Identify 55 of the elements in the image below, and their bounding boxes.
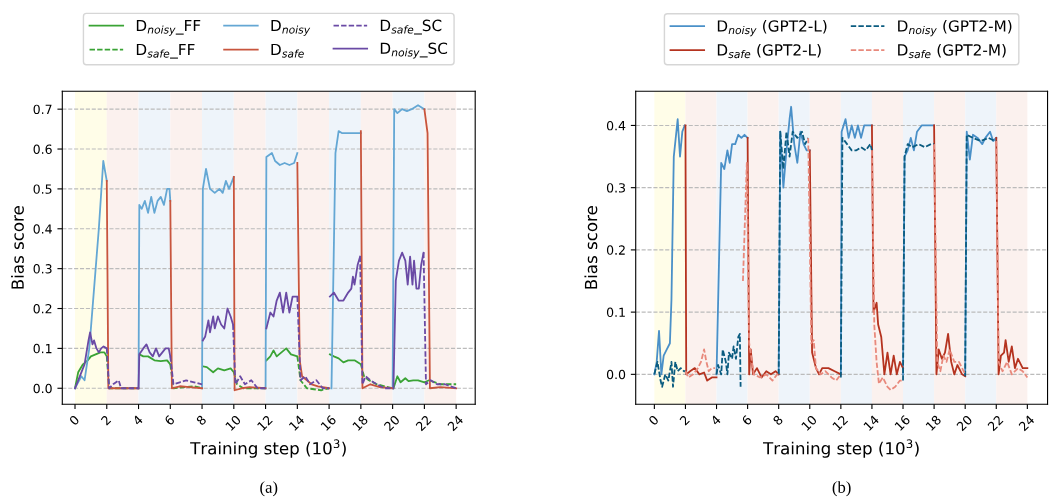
y-tick-label: 0.4 [606,120,626,131]
text: (b) [832,481,851,497]
x-tick-label: 14 [863,414,880,431]
y-tick-label: 0.3 [606,183,625,193]
x-tick-label: 12 [832,414,849,431]
legend-label: D$_{noisy}$ [271,19,311,36]
x-tick-label: 10 [801,414,818,432]
x-tick-label: 18 [352,414,369,432]
x-tick-label: 20 [383,414,401,432]
legend-label: D$_{safe}$_FF [136,43,195,59]
x-axis-title: Training step (10$^{3}$) [190,439,346,458]
x-tick-label: 18 [925,414,942,432]
x-tick-label: 24 [1018,414,1035,432]
y-tick-label: 0.1 [606,307,625,318]
x-tick-label: 16 [894,414,911,432]
x-tick-label: 6 [741,414,753,426]
legend-label: D$_{noisy}$ (GPT2-L) [717,19,827,37]
y-tick-label: 0.1 [33,343,52,354]
x-tick-label: 16 [320,414,337,432]
y-axis-title: Bias score [11,206,24,289]
legend-label: D$_{safe}$_SC [380,19,442,35]
x-tick-label: 12 [256,414,273,431]
y-tick-label: 0.0 [606,369,626,380]
x-tick-label: 22 [987,414,1004,432]
y-tick-label: 0.5 [33,184,52,194]
y-tick-label: 0.2 [33,303,52,314]
y-tick-label: 0.4 [33,224,52,234]
x-tick-label: 2 [679,414,690,426]
legend-label: D$_{safe}$ (GPT2-M) [898,43,1006,59]
y-tick-label: 0.6 [33,144,52,154]
legend-label: D$_{noisy}$_SC [380,42,448,59]
y-tick-label: 0.2 [606,245,625,255]
x-tick-label: 10 [225,414,242,432]
x-tick-label: 2 [100,414,112,426]
x-tick-label: 4 [132,414,144,426]
text: (a) [260,481,278,497]
y-tick-label: 0.3 [33,264,52,274]
x-tick-label: 6 [163,414,176,426]
x-tick-label: 4 [710,414,722,426]
x-tick-label: 14 [288,414,305,431]
x-tick-label: 22 [415,414,432,432]
x-tick-label: 8 [772,414,784,426]
x-tick-label: 8 [195,414,207,426]
x-tick-label: 0 [68,414,80,426]
legend-label: D$_{safe}$ (GPT2-L) [717,43,821,59]
y-tick-label: 0.7 [33,104,52,115]
x-tick-label: 0 [648,414,660,426]
x-tick-label: 24 [447,414,464,432]
legend-label: D$_{noisy}$ (GPT2-M) [898,19,1012,37]
legend-label: D$_{noisy}$_FF [136,19,201,36]
y-tick-label: 0.0 [33,383,52,394]
x-tick-label: 20 [956,414,973,432]
y-axis-title: Bias score [584,206,598,289]
x-axis-title: Training step (10$^{3}$) [763,439,919,458]
legend-label: D$_{safe}$ [271,43,304,58]
